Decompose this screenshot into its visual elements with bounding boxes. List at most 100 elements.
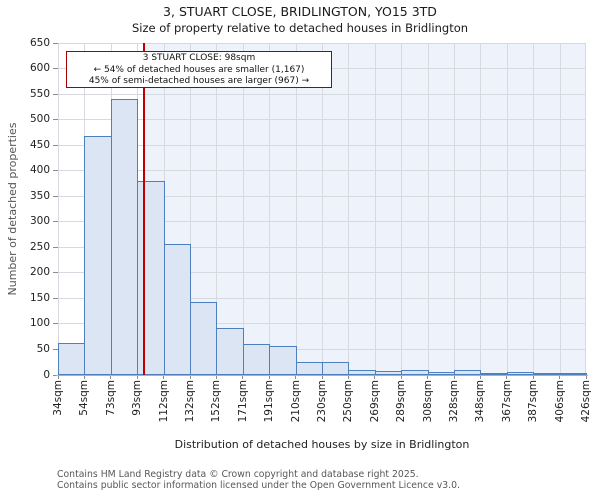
y-axis-tick [53, 42, 58, 44]
x-tick-label: 387sqm [527, 380, 540, 423]
x-tick-label: 250sqm [342, 380, 355, 423]
y-tick-label: 350 [29, 189, 50, 202]
footer-attribution-line1: Contains HM Land Registry data © Crown c… [57, 469, 419, 480]
y-tick-label: 600 [29, 62, 50, 75]
x-axis-tick [400, 375, 402, 379]
x-tick-label: 93sqm [131, 380, 144, 416]
histogram-bar [163, 243, 191, 375]
y-axis-tick [53, 195, 58, 197]
y-axis-tick [53, 144, 58, 146]
histogram-bar [322, 362, 350, 375]
y-axis-tick [53, 297, 58, 299]
histogram-bar [110, 99, 139, 375]
annotation-larger-stat: 45% of semi-detached houses are larger (… [88, 76, 310, 87]
x-tick-label: 367sqm [500, 380, 513, 423]
histogram-bar [295, 362, 323, 375]
y-axis-tick [53, 93, 58, 95]
vertical-gridline [506, 43, 508, 375]
footer: Contains HM Land Registry data © Crown c… [57, 469, 460, 491]
x-tick-label: 230sqm [316, 380, 328, 423]
histogram-bar [216, 328, 244, 375]
chart-subtitle: Size of property relative to detached ho… [131, 21, 469, 35]
annotation-smaller-stat: ← 54% of detached houses are smaller (1,… [93, 64, 305, 75]
x-axis-tick [374, 375, 376, 379]
footer-attribution-line2: Contains public sector information licen… [57, 479, 460, 491]
x-axis-tick [506, 375, 508, 379]
y-axis-tick [53, 119, 58, 121]
plot-area: 3 STUART CLOSE: 98sqm ← 54% of detached … [30, 37, 592, 423]
histogram-bar [242, 344, 271, 375]
y-tick-label: 550 [29, 87, 50, 100]
x-axis-tick [57, 375, 59, 379]
x-axis-tick [268, 375, 270, 379]
larger-than-property-shaded-region [144, 43, 586, 375]
x-axis-tick [242, 375, 244, 379]
x-axis-tick [585, 375, 587, 379]
vertical-gridline [480, 43, 482, 375]
y-axis-tick [53, 246, 58, 248]
y-tick-label: 300 [29, 215, 50, 228]
y-tick-label: 150 [29, 291, 50, 304]
histogram-bar [84, 135, 112, 375]
x-tick-label: 348sqm [474, 380, 487, 423]
x-tick-label: 308sqm [421, 380, 434, 423]
vertical-gridline [559, 43, 561, 375]
x-axis-tick [479, 375, 481, 379]
x-axis-tick [321, 375, 323, 379]
vertical-gridline [190, 43, 191, 375]
x-tick-label: 132sqm [184, 380, 196, 423]
vertical-gridline [269, 43, 271, 375]
x-tick-label: 152sqm [210, 380, 223, 423]
y-tick-label: 250 [29, 240, 50, 253]
y-axis-tick [53, 348, 58, 350]
y-axis-tick [53, 374, 58, 376]
vertical-gridline [533, 43, 535, 375]
x-tick-label: 289sqm [395, 380, 408, 423]
vertical-gridline [295, 43, 297, 375]
vertical-gridline [348, 43, 350, 375]
x-axis-tick [215, 375, 217, 379]
x-tick-label: 210sqm [289, 380, 302, 423]
x-axis-tick [453, 375, 455, 379]
x-axis-tick [163, 375, 165, 379]
vertical-gridline [216, 43, 218, 375]
y-axis-tick [53, 170, 58, 172]
histogram-bar [137, 180, 165, 375]
vertical-gridline [454, 43, 455, 375]
x-tick-label: 54sqm [78, 380, 91, 416]
y-tick-label: 50 [36, 342, 50, 355]
y-axis-tick [53, 323, 58, 325]
x-tick-label: 406sqm [553, 380, 566, 423]
x-axis-tick [83, 375, 85, 379]
histogram-bar [190, 301, 218, 375]
y-axis-tick [53, 272, 58, 274]
histogram-bar [58, 343, 86, 375]
x-tick-label: 191sqm [263, 380, 276, 423]
x-axis-tick [427, 375, 429, 379]
x-axis-tick [110, 375, 112, 379]
x-axis-title: Distribution of detached houses by size … [174, 438, 470, 451]
x-axis-line [56, 374, 588, 377]
property-size-marker-line [143, 43, 145, 375]
y-axis-tick [53, 221, 58, 223]
vertical-gridline [585, 43, 586, 375]
chart-title: 3, STUART CLOSE, BRIDLINGTON, YO15 3TD [163, 4, 437, 19]
x-tick-label: 112sqm [157, 380, 170, 423]
vertical-gridline [427, 43, 429, 375]
x-tick-label: 73sqm [104, 380, 117, 416]
x-axis-tick [189, 375, 191, 379]
x-tick-label: 34sqm [52, 380, 64, 416]
y-tick-label: 400 [29, 164, 50, 177]
y-tick-label: 200 [29, 266, 50, 279]
x-axis-tick [136, 375, 138, 379]
vertical-gridline [242, 43, 244, 375]
vertical-gridline [322, 43, 323, 375]
x-axis-tick [347, 375, 349, 379]
x-tick-label: 171sqm [236, 380, 249, 423]
vertical-gridline [401, 43, 403, 375]
x-axis-tick [532, 375, 534, 379]
x-axis-tick [559, 375, 561, 379]
vertical-gridline [58, 43, 59, 375]
y-tick-label: 500 [29, 113, 50, 126]
